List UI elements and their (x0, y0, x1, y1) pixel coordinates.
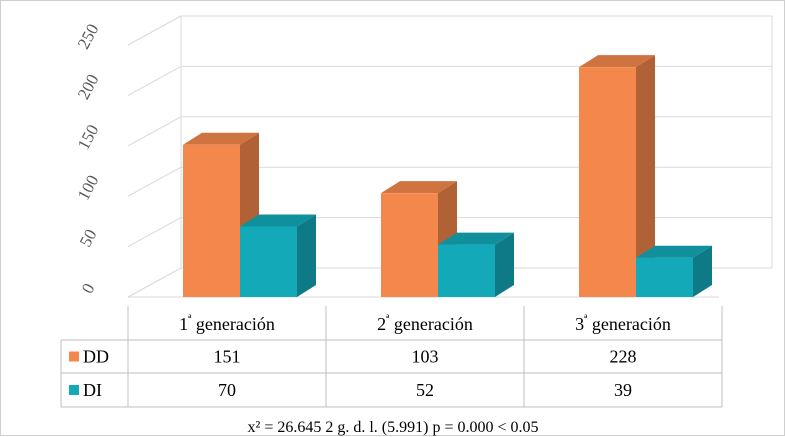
bars-layer (183, 55, 712, 298)
data-label: 70 (218, 380, 236, 400)
bar-side (636, 55, 655, 298)
legend-key-di (69, 385, 79, 395)
data-table: 1ª generación 2ª generación 3ª generación D… (60, 306, 723, 408)
bar-top (183, 132, 259, 145)
bar-front (240, 226, 297, 297)
data-label: 103 (412, 347, 439, 367)
bar-side (693, 245, 712, 297)
bar-dd-3 (579, 55, 655, 298)
bar-top (240, 214, 316, 227)
legend-key-dd (69, 351, 79, 362)
data-label: 228 (610, 347, 637, 367)
bar-front (579, 67, 636, 298)
y-tick-label: 100 (74, 172, 103, 203)
legend-label-dd: DD (83, 347, 109, 367)
bar-di-2 (438, 232, 514, 297)
category-label: 3ª generación (575, 312, 671, 334)
gridline-side (127, 166, 182, 197)
chi-square-footnote: x² = 26.645 2 g. d. l. (5.991) p = 0.000… (248, 419, 539, 436)
y-tick-label: 200 (74, 71, 103, 102)
bar-side (297, 214, 316, 297)
y-tick-label: 50 (76, 226, 101, 250)
gridline-side (127, 116, 182, 147)
y-tick-label: 0 (78, 280, 99, 296)
bar-top (636, 245, 712, 258)
bar-front (438, 244, 495, 297)
y-axis-ticks: 0 50 100 150 200 250 (74, 21, 103, 297)
y-tick-label: 250 (74, 21, 103, 52)
bar-front (183, 144, 240, 297)
bar-di-3 (636, 245, 712, 297)
gridline-side (127, 15, 182, 46)
bar-di-1 (240, 214, 316, 297)
gridline-side (127, 267, 182, 298)
y-tick-label: 150 (74, 122, 103, 153)
gridline-side (127, 65, 182, 96)
bar-top (381, 181, 457, 194)
data-label: 39 (614, 380, 632, 400)
gridline-side (127, 217, 182, 248)
bar-front (381, 193, 438, 297)
bar-side (495, 232, 514, 297)
bar-top (438, 232, 514, 245)
category-label: 2ª generación (377, 312, 473, 334)
legend-label-di: DI (83, 380, 102, 400)
data-label: 151 (214, 347, 241, 367)
data-label: 52 (416, 380, 434, 400)
bar-top (579, 55, 655, 68)
bar-front (636, 257, 693, 297)
category-label: 1ª generación (179, 312, 275, 334)
